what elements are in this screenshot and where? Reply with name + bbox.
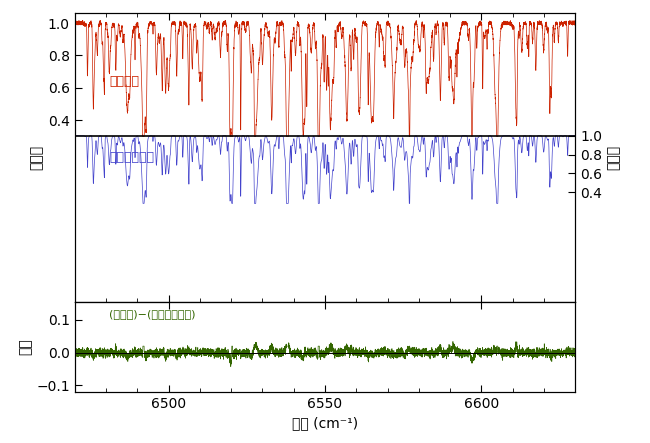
Text: データベース: データベース	[109, 151, 154, 164]
X-axis label: 波数 (cm⁻¹): 波数 (cm⁻¹)	[292, 416, 358, 431]
Y-axis label: 透過率: 透過率	[30, 145, 44, 170]
Y-axis label: 残差: 残差	[18, 338, 32, 355]
Text: (測定値)−(データベース): (測定値)−(データベース)	[109, 309, 196, 319]
Y-axis label: 透過率: 透過率	[606, 145, 620, 170]
Text: 測定結果: 測定結果	[109, 74, 139, 88]
